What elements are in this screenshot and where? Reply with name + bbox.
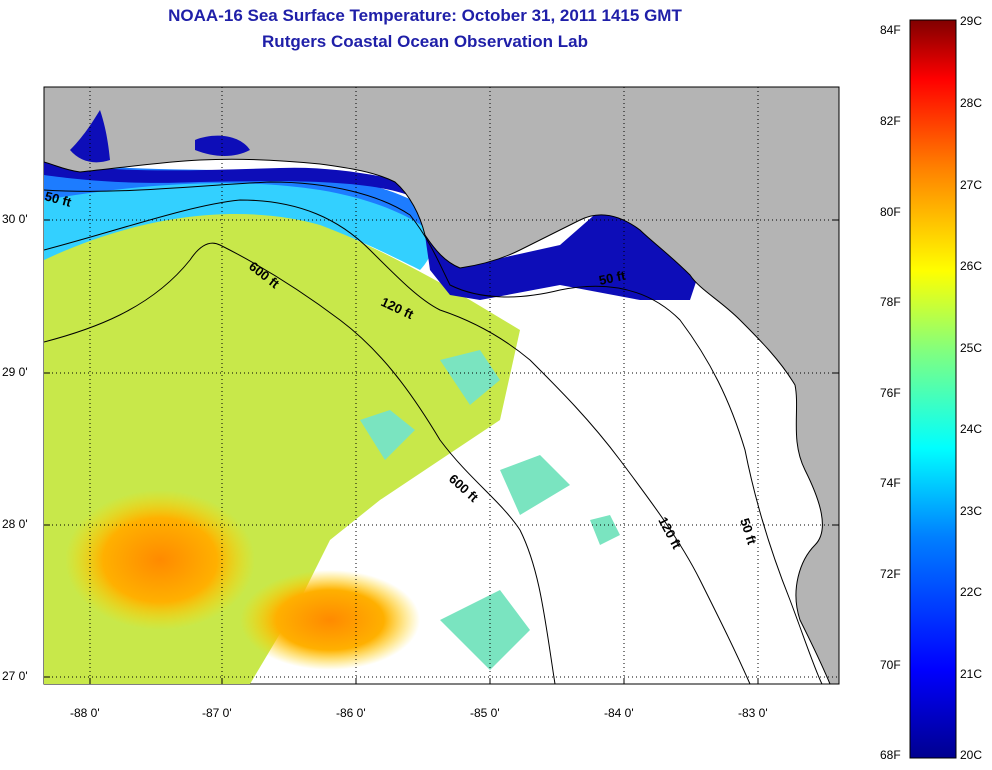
- colorbar-c-label: 23C: [960, 504, 983, 518]
- frame-ticks: [44, 219, 839, 684]
- contour-50ft: [44, 181, 823, 684]
- colorbar-f-label: 82F: [880, 114, 901, 128]
- lat-tick-label: 27 0': [2, 669, 28, 683]
- colorbar-f-label: 78F: [880, 295, 901, 309]
- lat-tick-label: 30 0': [2, 212, 28, 226]
- sst-patches-east: [360, 350, 620, 670]
- land: [44, 87, 839, 684]
- lon-tick-label: -87 0': [202, 706, 232, 720]
- colorbar-c-label: 29C: [960, 14, 983, 28]
- colorbar-c-label: 27C: [960, 178, 983, 192]
- contour-600ft: [44, 242, 556, 684]
- lon-tick-label: -88 0': [70, 706, 100, 720]
- lon-tick-label: -86 0': [336, 706, 366, 720]
- nearshore-cold: [44, 160, 700, 300]
- mobile-bay: [70, 110, 110, 163]
- lon-tick-label: -83 0': [738, 706, 768, 720]
- graticule: [44, 87, 839, 684]
- colorbar-c-label: 20C: [960, 748, 983, 762]
- contour-label: 50 ft: [43, 188, 73, 210]
- colorbar-c-label: 28C: [960, 96, 983, 110]
- colorbar: [909, 19, 957, 759]
- colorbar-f-label: 76F: [880, 386, 901, 400]
- sst-field-cyan: [44, 173, 435, 270]
- colorbar-f-label: 70F: [880, 658, 901, 672]
- colorbar-f-label: 74F: [880, 476, 901, 490]
- colorbar-f-label: 80F: [880, 205, 901, 219]
- colorbar-c-label: 22C: [960, 585, 983, 599]
- map-subtitle: Rutgers Coastal Ocean Observation Lab: [262, 32, 588, 51]
- colorbar-f-label: 84F: [880, 23, 901, 37]
- lon-tick-label: -84 0': [604, 706, 634, 720]
- warm-eddy-2: [240, 570, 420, 670]
- colorbar-f-label: 68F: [880, 748, 901, 762]
- map-title: NOAA-16 Sea Surface Temperature: October…: [168, 6, 682, 25]
- colorbar-f-label: 72F: [880, 567, 901, 581]
- lon-tick-label: -85 0': [470, 706, 500, 720]
- colorbar-c-label: 21C: [960, 667, 983, 681]
- lat-tick-label: 28 0': [2, 517, 28, 531]
- colorbar-c-label: 24C: [960, 422, 983, 436]
- contour-120ft: [44, 199, 751, 684]
- pensacola-bay: [195, 135, 250, 156]
- colorbar-c-label: 25C: [960, 341, 983, 355]
- colorbar-c-label: 26C: [960, 259, 983, 273]
- contour-label: 50 ft: [598, 268, 628, 288]
- lat-tick-label: 29 0': [2, 365, 28, 379]
- warm-eddy-1: [65, 490, 255, 630]
